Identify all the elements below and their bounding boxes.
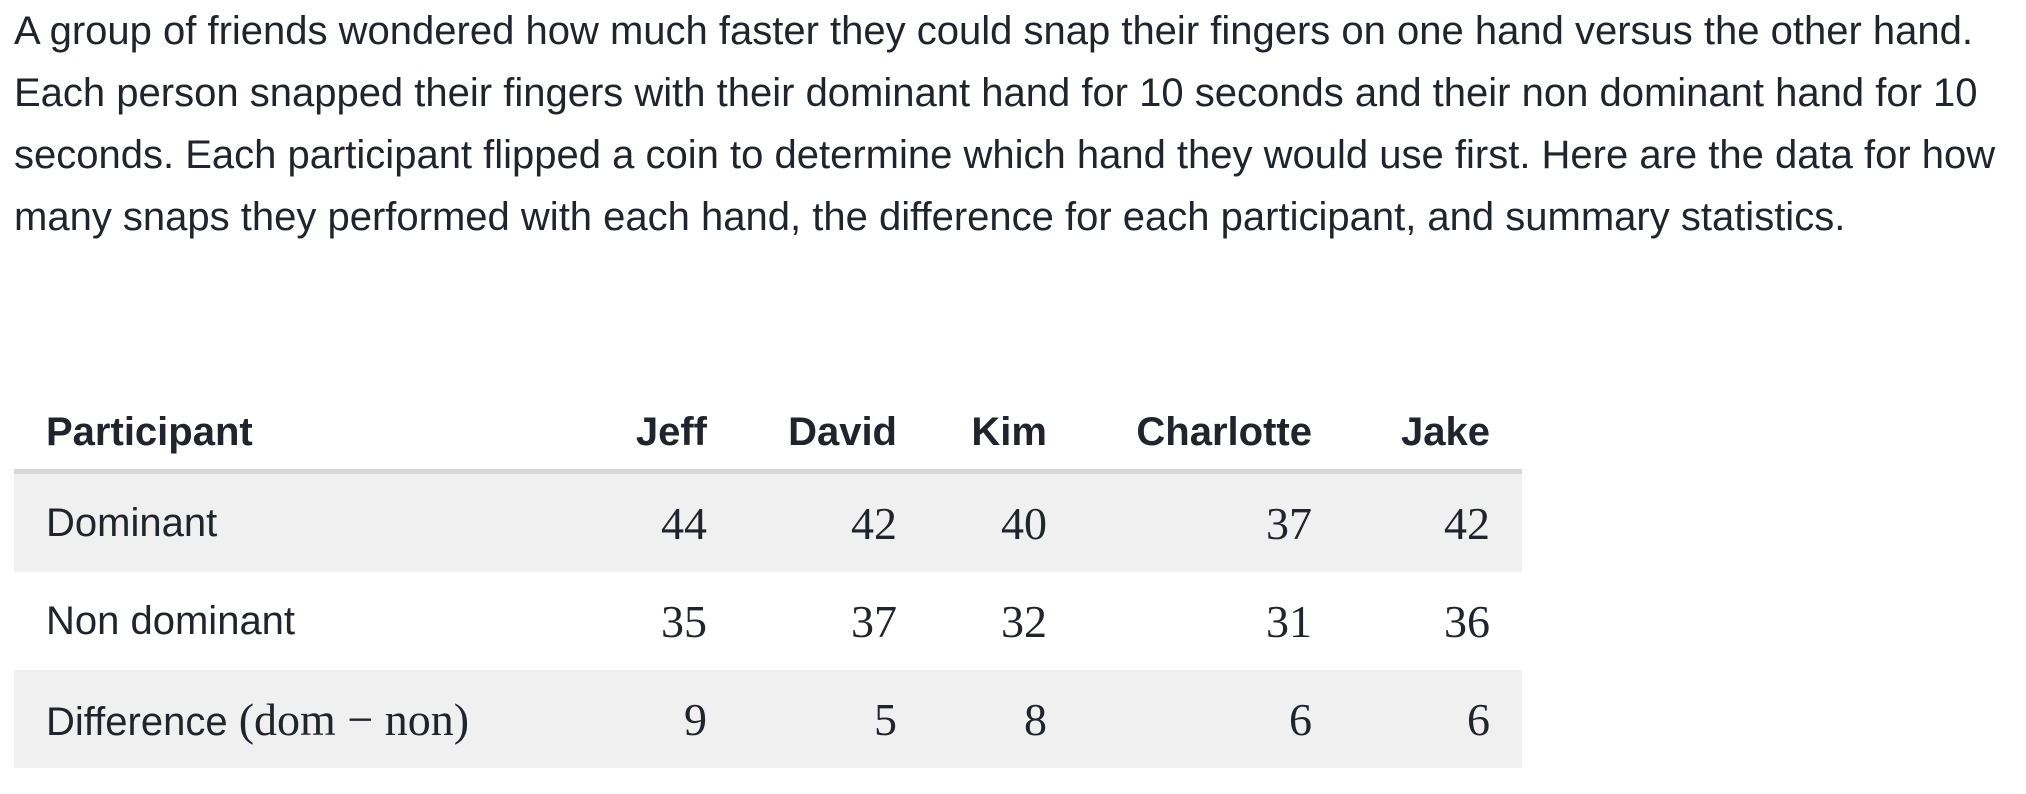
row-label-non-dominant: Non dominant (46, 598, 296, 643)
participant-name-kim: Kim (929, 395, 1079, 474)
difference-label-text: Difference (46, 699, 228, 744)
table-cell: 9 (599, 670, 739, 768)
participant-header: Participant (14, 395, 599, 474)
participant-name-jake: Jake (1344, 395, 1522, 474)
table-cell: 8 (929, 670, 1079, 768)
table-cell: 36 (1444, 595, 1490, 647)
table-cell: 5 (739, 670, 929, 768)
snap-data-table: Participant Jeff David Kim Charlotte Jak… (14, 395, 1522, 768)
participant-name-jeff: Jeff (599, 395, 739, 474)
table-cell: 6 (1079, 670, 1344, 768)
table-row-dominant: Dominant 44 42 40 37 42 (14, 471, 1522, 572)
table-cell: 35 (661, 595, 707, 647)
row-label-difference: Difference (dom − non) (14, 670, 599, 768)
problem-statement: A group of friends wondered how much fas… (14, 9, 1996, 239)
difference-math-expression: (dom − non) (238, 693, 470, 745)
table-cell: 31 (1266, 595, 1312, 647)
table-cell: 32 (1001, 595, 1047, 647)
row-label-dominant: Dominant (14, 471, 599, 572)
table-cell: 42 (739, 471, 929, 572)
table-cell: 37 (851, 595, 897, 647)
table-cell: 42 (1344, 471, 1522, 572)
table-cell: 44 (599, 471, 739, 572)
table-row-difference: Difference (dom − non) 9 5 8 6 6 (14, 670, 1522, 768)
table-cell: 37 (1079, 471, 1344, 572)
table-cell: 40 (929, 471, 1079, 572)
participant-name-charlotte: Charlotte (1079, 395, 1344, 474)
table-cell: 6 (1344, 670, 1522, 768)
table-header-row: Participant Jeff David Kim Charlotte Jak… (14, 395, 1522, 474)
table-row-non-dominant: Non dominant 35 37 32 31 36 (14, 572, 1522, 670)
participant-name-david: David (739, 395, 929, 474)
